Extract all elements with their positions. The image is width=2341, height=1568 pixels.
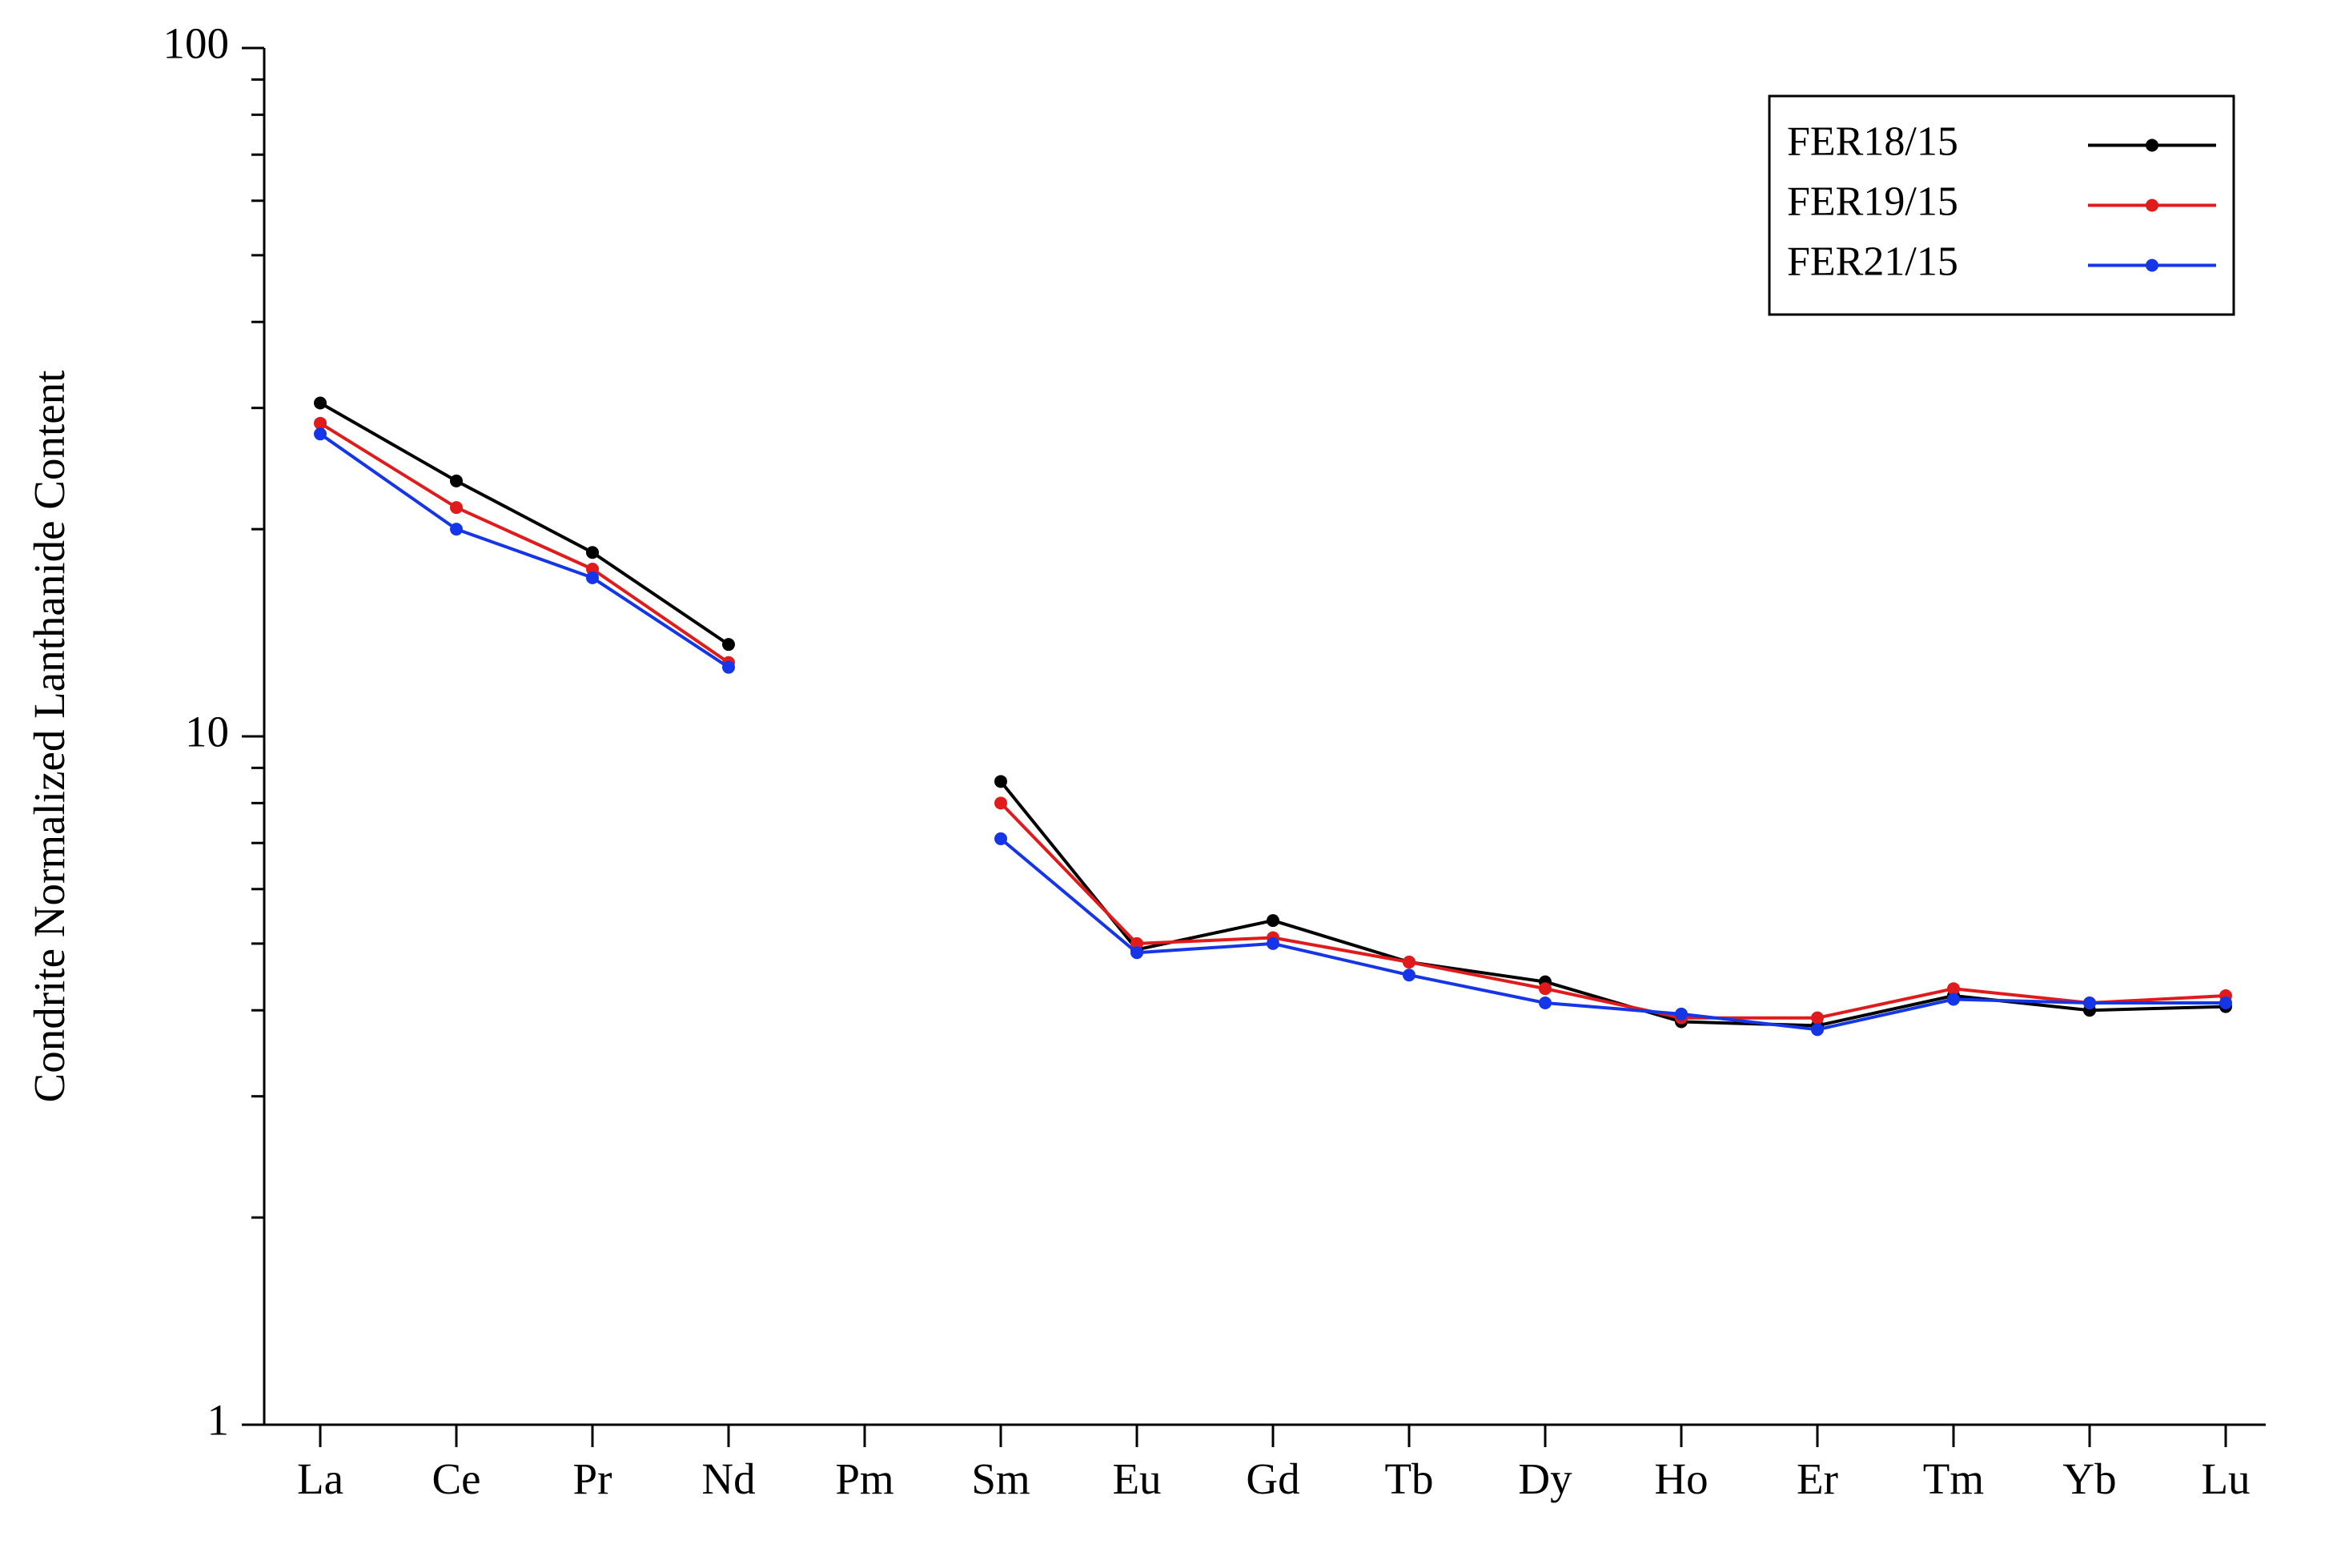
- y-tick-label: 1: [207, 1396, 230, 1445]
- x-tick-label: Tm: [1923, 1454, 1984, 1503]
- legend-label: FER21/15: [1787, 239, 1958, 284]
- x-tick-label: Sm: [971, 1454, 1030, 1503]
- x-tick-label: Eu: [1112, 1454, 1161, 1503]
- legend-label: FER19/15: [1787, 178, 1958, 224]
- series-marker: [2219, 997, 2232, 1009]
- chart-svg: 1 10 100 La Ce Pr Nd Pm Sm Eu Gd Tb Dy Ho Er Tm Yb Lu Cond…: [0, 0, 2341, 1568]
- x-tick-label: Pm: [835, 1454, 893, 1503]
- x-tick-label: Yb: [2062, 1454, 2116, 1503]
- series-marker: [722, 661, 735, 674]
- series-marker: [1267, 937, 1279, 950]
- series-marker: [586, 546, 599, 559]
- series-marker: [450, 501, 463, 514]
- series-marker: [450, 475, 463, 487]
- x-tick-label: Tb: [1384, 1454, 1433, 1503]
- y-tick-label: 10: [185, 708, 229, 756]
- ree-spider-chart: 1 10 100 La Ce Pr Nd Pm Sm Eu Gd Tb Dy Ho Er Tm Yb Lu Cond…: [0, 0, 2341, 1568]
- series-marker: [1947, 993, 1960, 1005]
- x-tick-label: Er: [1797, 1454, 1838, 1503]
- x-tick-label: Ce: [432, 1454, 480, 1503]
- series-marker: [1539, 982, 1552, 995]
- x-tick-label: Gd: [1246, 1454, 1299, 1503]
- series-marker: [1675, 1008, 1688, 1021]
- series-marker: [1811, 1023, 1824, 1036]
- legend-label: FER18/15: [1787, 118, 1958, 164]
- x-tick-label: Lu: [2201, 1454, 2250, 1503]
- series-marker: [994, 796, 1007, 809]
- legend-marker: [2146, 139, 2158, 152]
- series-marker: [450, 523, 463, 535]
- x-tick-label: La: [297, 1454, 343, 1503]
- series-marker: [1403, 968, 1415, 981]
- series-marker: [1539, 997, 1552, 1009]
- series-marker: [2083, 997, 2096, 1009]
- series-marker: [1267, 914, 1279, 927]
- y-axis-label: Condrite Normalized Lanthanide Content: [25, 371, 74, 1103]
- series-marker: [314, 397, 327, 410]
- legend-marker: [2146, 259, 2158, 272]
- series-marker: [314, 427, 327, 440]
- series-marker: [722, 638, 735, 651]
- series-marker: [586, 571, 599, 584]
- series-marker: [1811, 1012, 1824, 1025]
- x-tick-label: Dy: [1518, 1454, 1572, 1503]
- series-marker: [1130, 946, 1143, 959]
- x-tick-label: Ho: [1654, 1454, 1708, 1503]
- x-tick-label: Pr: [573, 1454, 612, 1503]
- x-tick-label: Nd: [701, 1454, 755, 1503]
- y-tick-label: 100: [163, 19, 230, 68]
- legend-marker: [2146, 199, 2158, 212]
- series-marker: [994, 832, 1007, 845]
- series-marker: [1403, 956, 1415, 968]
- series-marker: [994, 775, 1007, 788]
